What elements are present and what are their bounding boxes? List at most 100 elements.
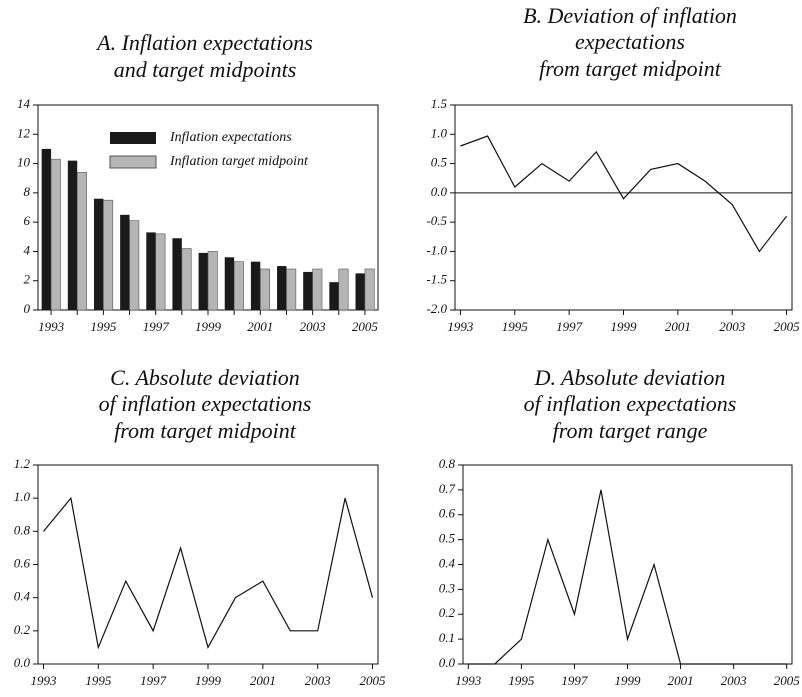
panel-title: B. Deviation of inflation [523,3,737,28]
x-tick-label: 1999 [611,319,638,334]
panel-title: D. Absolute deviation [534,365,726,390]
y-tick-label: 0.4 [14,589,31,604]
bar [260,268,271,311]
plot-frame [454,104,793,311]
bar [198,252,208,310]
bar [103,199,114,311]
bar [329,282,339,310]
y-tick-label: 0 [24,301,31,316]
y-tick-label: -1.5 [426,272,447,287]
y-tick-label: 0.8 [14,522,31,537]
y-tick-label: -2.0 [426,301,447,316]
x-tick-label: 1993 [447,319,474,334]
y-tick-label: 0.2 [439,605,456,620]
panel-title: of inflation expectations [99,391,312,416]
x-tick-label: 2003 [305,673,332,688]
x-tick-label: 2001 [665,319,691,334]
bar [364,268,375,311]
bar [67,160,78,310]
x-tick-label: 1997 [561,673,588,688]
y-tick-label: 0.2 [14,622,31,637]
bar [250,261,261,310]
panel-title: of inflation expectations [524,391,737,416]
data-line [468,489,787,665]
x-tick-label: 2005 [774,673,801,688]
data-line [460,135,788,253]
x-tick-label: 2001 [247,319,273,334]
y-tick-label: 14 [17,96,31,111]
x-tick-label: 2005 [774,319,801,334]
panel-title: from target range [553,418,708,443]
x-tick-label: 2001 [668,673,694,688]
legend-label: Inflation target midpoint [169,154,309,169]
bar [50,158,61,311]
y-tick-label: 6 [24,213,31,228]
y-tick-label: 0.3 [439,580,456,595]
y-tick-label: 4 [24,242,31,257]
x-tick-label: 2001 [250,673,276,688]
x-tick-label: 2003 [721,673,748,688]
panel-title: from target midpoint [539,56,722,81]
bar [277,266,287,310]
y-tick-label: 0.1 [439,630,455,645]
bar [312,268,323,311]
bar [355,273,365,310]
panel-title: and target midpoints [114,57,297,82]
x-tick-label: 2003 [719,319,746,334]
bar [338,268,349,311]
y-tick-label: 1.0 [14,489,31,504]
y-tick-label: 0.5 [439,531,456,546]
y-tick-label: 0.8 [439,456,456,471]
plot-frame [37,464,379,665]
panel-title: C. Absolute deviation [110,365,300,390]
y-tick-label: 0.0 [14,655,31,670]
bar [41,148,52,310]
bar [76,172,87,311]
plot-frame [462,464,793,665]
x-tick-label: 2005 [360,673,387,688]
y-tick-label: 10 [17,155,31,170]
x-tick-label: 1993 [38,319,65,334]
x-tick-label: 1993 [30,673,57,688]
x-tick-label: 1995 [85,673,112,688]
y-tick-label: 0.0 [431,184,448,199]
bar [181,248,192,311]
y-tick-label: 1.0 [431,125,448,140]
x-tick-label: 1997 [143,319,170,334]
x-tick-label: 1995 [508,673,535,688]
x-tick-label: 2005 [352,319,379,334]
data-line [43,496,374,650]
panel-title: from target midpoint [114,418,297,443]
bar [286,268,297,311]
y-tick-label: 2 [24,272,31,287]
y-tick-label: 0.7 [439,481,456,496]
x-tick-label: 1997 [140,673,167,688]
x-tick-label: 1995 [90,319,117,334]
legend-label: Inflation expectations [169,130,292,145]
panel-title: expectations [575,29,685,54]
x-tick-label: 1999 [195,673,222,688]
bar [155,233,166,311]
bar [146,232,156,310]
y-tick-label: 1.5 [431,96,448,111]
panel-title: A. Inflation expectations [95,30,313,55]
bar [303,271,313,310]
y-tick-label: -0.5 [426,213,447,228]
legend-swatch [110,132,156,144]
bar [120,214,130,310]
bar [207,251,218,311]
legend-swatch [109,155,157,169]
y-tick-label: 0.4 [439,555,456,570]
y-tick-label: 12 [17,125,31,140]
bar [224,257,235,310]
y-tick-label: 0.6 [14,555,31,570]
y-tick-label: -1.0 [426,242,447,257]
x-tick-label: 2003 [300,319,327,334]
x-tick-label: 1993 [455,673,482,688]
x-tick-label: 1997 [556,319,583,334]
bar [233,261,244,311]
bar [172,238,182,310]
bar [93,198,104,310]
y-tick-label: 0.6 [439,506,456,521]
